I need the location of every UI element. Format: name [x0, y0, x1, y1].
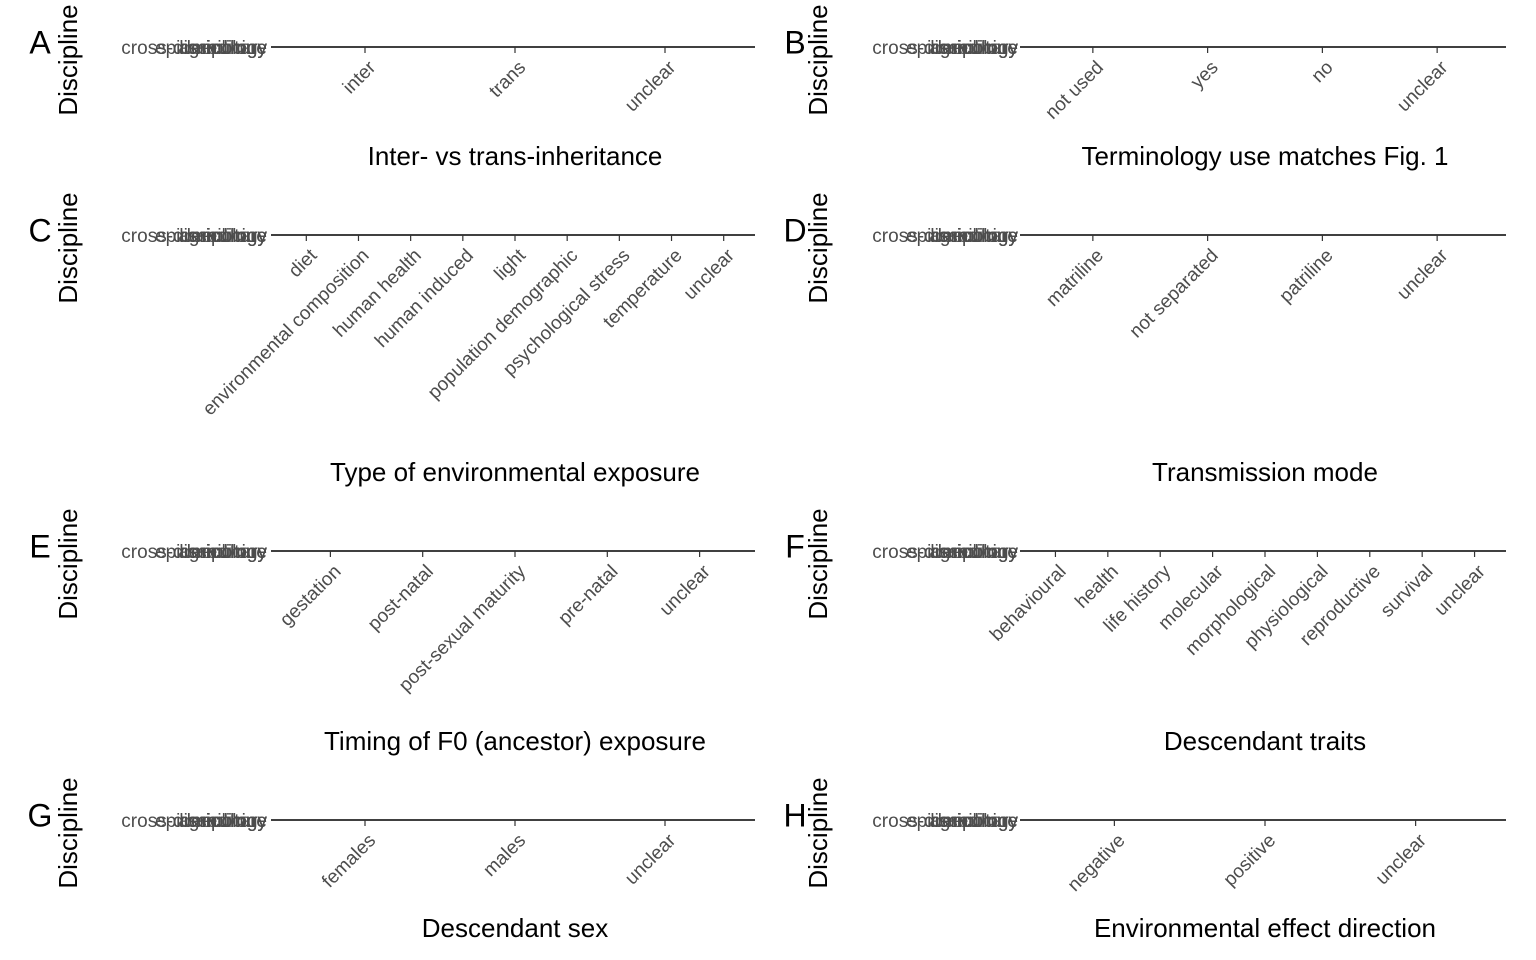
y-tick-label: cross-disciplinary: [121, 542, 267, 563]
y-tick-label: ecology: [202, 811, 268, 832]
y-axis-title: Discipline: [53, 777, 83, 888]
y-tick-label: ecology: [202, 226, 268, 247]
y-axis-title: Discipline: [53, 508, 83, 619]
y-tick-label: cross-disciplinary: [872, 226, 1018, 247]
x-axis-title: Terminology use matches Fig. 1: [1081, 141, 1448, 171]
y-tick-label: agriculture: [178, 38, 267, 59]
y-tick-label: medicine: [191, 811, 267, 832]
x-tick-label: inter: [339, 57, 380, 98]
panel-tag: C: [28, 212, 51, 248]
x-tick-label: unclear: [656, 561, 715, 620]
panel-tag: F: [785, 528, 805, 564]
x-tick-label: morphological: [1182, 561, 1280, 659]
y-tick-label: agriculture: [178, 811, 267, 832]
x-tick-label: not separated: [1126, 245, 1223, 342]
x-tick-label: health: [1071, 561, 1122, 612]
y-tick-label: ecology: [953, 542, 1019, 563]
y-tick-label: ecology: [202, 542, 268, 563]
panel-tag: H: [783, 797, 806, 833]
x-tick-label: unclear: [1393, 57, 1452, 116]
y-tick-label: agriculture: [929, 542, 1018, 563]
y-tick-label: agriculture: [178, 226, 267, 247]
y-tick-label: ecology: [953, 38, 1019, 59]
x-tick-label: matriline: [1042, 245, 1108, 311]
y-tick-label: ecology: [953, 226, 1019, 247]
y-tick-label: ecology: [202, 38, 268, 59]
x-tick-label: not used: [1042, 57, 1108, 123]
y-tick-label: medicine: [191, 542, 267, 563]
panel-tag: E: [29, 528, 50, 564]
panel-tag: B: [784, 24, 805, 60]
x-tick-label: unclear: [1431, 561, 1490, 620]
y-tick-label: cross-disciplinary: [121, 226, 267, 247]
x-tick-label: unclear: [680, 245, 739, 304]
x-tick-label: diet: [285, 245, 322, 282]
x-axis-title: Descendant traits: [1164, 726, 1366, 756]
x-tick-label: behavioural: [986, 561, 1070, 645]
y-axis-title: Discipline: [803, 508, 833, 619]
panel-tag: G: [28, 797, 53, 833]
x-axis-title: Transmission mode: [1152, 457, 1378, 487]
y-tick-label: agriculture: [929, 38, 1018, 59]
y-axis-title: Discipline: [803, 4, 833, 115]
y-tick-label: epidemiology: [906, 226, 1018, 247]
y-tick-label: cross-disciplinary: [121, 38, 267, 59]
x-tick-label: males: [479, 830, 530, 881]
y-tick-label: medicine: [942, 811, 1018, 832]
x-tick-label: pre-natal: [555, 561, 623, 629]
y-tick-label: epidemiology: [906, 38, 1018, 59]
x-tick-label: gestation: [276, 561, 345, 630]
y-tick-label: cross-disciplinary: [872, 542, 1018, 563]
y-tick-label: epidemiology: [906, 811, 1018, 832]
y-tick-label: cross-disciplinary: [121, 811, 267, 832]
x-axis-title: Timing of F0 (ancestor) exposure: [324, 726, 706, 756]
x-tick-label: no: [1308, 57, 1338, 87]
y-tick-label: medicine: [942, 542, 1018, 563]
x-axis-title: Inter- vs trans-inheritance: [368, 141, 663, 171]
y-tick-label: cross-disciplinary: [872, 38, 1018, 59]
y-tick-label: epidemiology: [155, 542, 267, 563]
y-tick-label: epidemiology: [155, 811, 267, 832]
y-tick-label: agriculture: [178, 542, 267, 563]
x-tick-label: yes: [1187, 57, 1223, 93]
y-tick-label: medicine: [191, 226, 267, 247]
panel-tag: D: [783, 212, 806, 248]
y-tick-label: epidemiology: [155, 38, 267, 59]
x-axis-title: Environmental effect direction: [1094, 913, 1436, 943]
y-tick-label: ecology: [953, 811, 1019, 832]
x-axis-title: Type of environmental exposure: [330, 457, 700, 487]
y-tick-label: agriculture: [929, 811, 1018, 832]
y-tick-label: medicine: [942, 38, 1018, 59]
x-tick-label: unclear: [621, 57, 680, 116]
y-axis-title: Discipline: [53, 4, 83, 115]
x-tick-label: negative: [1064, 830, 1130, 896]
y-axis-title: Discipline: [803, 777, 833, 888]
y-tick-label: medicine: [942, 226, 1018, 247]
x-tick-label: unclear: [621, 830, 680, 889]
x-tick-label: survival: [1377, 561, 1437, 621]
x-tick-label: positive: [1220, 830, 1280, 890]
x-tick-label: unclear: [1372, 830, 1431, 889]
y-tick-label: agriculture: [929, 226, 1018, 247]
x-tick-label: trans: [485, 57, 530, 102]
x-tick-label: post-natal: [364, 561, 438, 635]
x-tick-label: patriline: [1276, 245, 1338, 307]
y-tick-label: cross-disciplinary: [872, 811, 1018, 832]
x-tick-label: light: [491, 245, 531, 285]
y-tick-label: epidemiology: [906, 542, 1018, 563]
x-tick-label: unclear: [1393, 245, 1452, 304]
x-axis-title: Descendant sex: [422, 913, 608, 943]
y-axis-title: Discipline: [803, 192, 833, 303]
y-tick-label: medicine: [191, 38, 267, 59]
y-tick-label: epidemiology: [155, 226, 267, 247]
x-tick-label: females: [318, 830, 380, 892]
y-axis-title: Discipline: [53, 192, 83, 303]
panel-tag: A: [29, 24, 51, 60]
